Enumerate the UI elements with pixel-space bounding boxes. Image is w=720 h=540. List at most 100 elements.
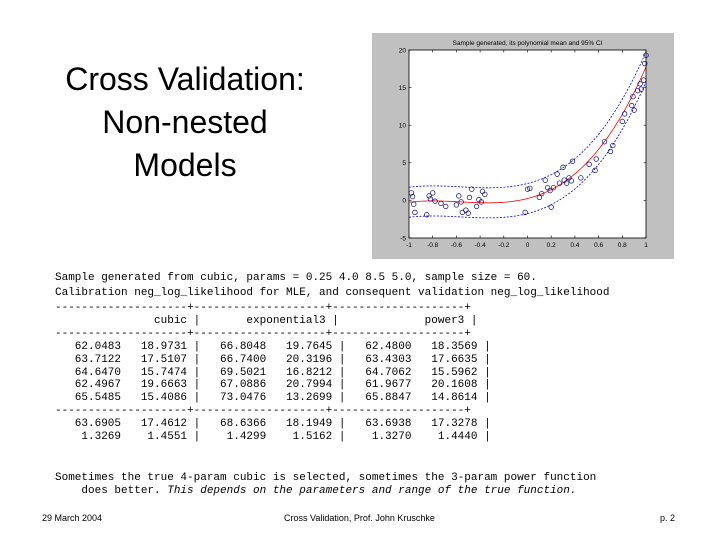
data-point <box>453 202 460 208</box>
y-tick-label: 10 <box>399 123 407 130</box>
caption-line-2-italic: This depends on the parameters and range… <box>167 485 577 497</box>
data-point <box>542 177 548 183</box>
scatter-chart: Sample generated, its polynomial mean an… <box>399 40 649 249</box>
plot-area <box>409 50 646 238</box>
table-row: 62.0483 18.9731 | 66.8048 19.7645 | 62.4… <box>55 340 491 353</box>
footer-center: Cross Validation, Prof. John Kruschke <box>284 513 435 523</box>
footer-page-number: p. 2 <box>660 513 676 523</box>
data-point <box>568 178 574 184</box>
data-point <box>629 102 635 109</box>
data-point <box>438 200 444 207</box>
footer-date: 29 March 2004 <box>42 513 103 523</box>
data-point <box>411 201 417 207</box>
table-separator: --------------------+-------------------… <box>55 405 471 418</box>
data-point <box>619 118 625 125</box>
data-point <box>456 193 462 199</box>
data-point <box>586 161 592 167</box>
data-point <box>610 142 616 149</box>
mean-curve-line <box>408 66 647 204</box>
table-summary-row: 63.6905 17.4612 | 68.6366 18.1949 | 63.6… <box>55 418 491 431</box>
data-point <box>593 156 599 162</box>
data-point <box>592 167 598 173</box>
data-point <box>550 184 557 191</box>
data-point <box>556 180 563 186</box>
chart-title: Sample generated, its polynomial mean an… <box>453 40 603 47</box>
data-point <box>427 196 433 202</box>
slide-title-line-3: Models <box>133 147 237 183</box>
table-row: 65.5485 15.4086 | 73.0476 13.2699 | 65.8… <box>55 392 491 405</box>
x-tick-label: -0.6 <box>451 242 463 249</box>
x-tick-label: 0.6 <box>594 242 603 249</box>
data-point <box>563 180 570 186</box>
caption-line-2-prefix: does better. <box>55 485 168 497</box>
data-point <box>412 209 418 216</box>
y-tick-label: 15 <box>399 85 407 92</box>
y-tick-label: -5 <box>400 235 406 242</box>
data-point <box>578 175 584 181</box>
table-separator: --------------------+-------------------… <box>55 302 471 314</box>
data-point <box>638 86 644 92</box>
data-point <box>469 186 475 192</box>
slide-title-line-2: Non-nested <box>102 104 268 140</box>
data-point <box>524 186 531 192</box>
x-tick-label: 0.8 <box>618 242 627 249</box>
data-point <box>630 93 636 100</box>
ci-upper-line <box>408 51 647 189</box>
data-point <box>409 193 416 200</box>
x-tick-label: 0 <box>526 242 530 249</box>
y-tick-label: 0 <box>402 198 406 205</box>
data-point <box>527 185 533 192</box>
table-row: 64.6470 15.7474 | 69.5021 16.8212 | 64.7… <box>55 366 491 379</box>
matlab-figure: Sample generated, its polynomial mean an… <box>372 33 674 259</box>
data-point <box>424 212 430 218</box>
data-point <box>539 190 545 197</box>
data-point <box>536 194 543 201</box>
x-tick-label: 0.4 <box>570 242 579 249</box>
table-summary-row: 1.3269 1.4551 | 1.4299 1.5162 | 1.3270 1… <box>55 431 491 444</box>
table-row: 62.4967 19.6663 | 67.0886 20.7994 | 61.9… <box>55 379 491 392</box>
data-point <box>458 199 464 205</box>
data-point <box>607 148 614 155</box>
y-tick-label: 20 <box>399 47 407 54</box>
slide-title: Cross Validation: Non-nested Models <box>30 58 340 187</box>
data-point <box>522 209 528 216</box>
data-point <box>548 204 554 210</box>
slide-title-line-1: Cross Validation: <box>65 61 305 97</box>
data-point <box>622 111 628 117</box>
x-tick-label: -0.4 <box>474 242 486 249</box>
sample-info-line: Sample generated from cubic, params = 0.… <box>55 272 537 284</box>
data-point <box>478 199 484 205</box>
caption-line-1: Sometimes the true 4-param cubic is sele… <box>55 472 597 484</box>
caption: Sometimes the true 4-param cubic is sele… <box>55 472 596 498</box>
x-tick-label: -0.2 <box>498 242 510 249</box>
table-row: 63.7122 17.5107 | 66.7400 20.3196 | 63.4… <box>55 353 491 366</box>
data-point <box>601 139 608 145</box>
data-point <box>432 198 438 204</box>
y-tick-label: 5 <box>402 160 406 167</box>
data-point <box>430 190 436 196</box>
x-tick-label: 1 <box>644 242 648 249</box>
data-point <box>569 158 576 164</box>
table-header-row: cubic | exponential3 | power3 | <box>55 314 478 327</box>
data-point <box>547 187 553 194</box>
data-point <box>482 191 488 198</box>
x-tick-label: 0.2 <box>547 242 556 249</box>
data-point <box>473 203 480 210</box>
data-point <box>631 107 637 113</box>
caption-line-2: does better. This depends on the paramet… <box>55 485 596 498</box>
data-point <box>466 194 473 201</box>
data-point <box>642 60 648 67</box>
data-point <box>554 171 560 177</box>
data-point <box>426 193 432 199</box>
data-point <box>560 164 566 170</box>
results-table: --------------------+-------------------… <box>55 302 491 444</box>
ci-lower-line <box>408 81 647 219</box>
data-point <box>465 210 471 216</box>
x-tick-label: -1 <box>406 242 412 249</box>
x-tick-label: -0.8 <box>427 242 439 249</box>
calibration-info-line: Calibration neg_log_likelihood for MLE, … <box>55 287 610 299</box>
table-separator: --------------------+-------------------… <box>55 327 471 340</box>
data-point <box>443 203 449 210</box>
data-point <box>635 87 641 94</box>
data-point <box>637 81 643 87</box>
